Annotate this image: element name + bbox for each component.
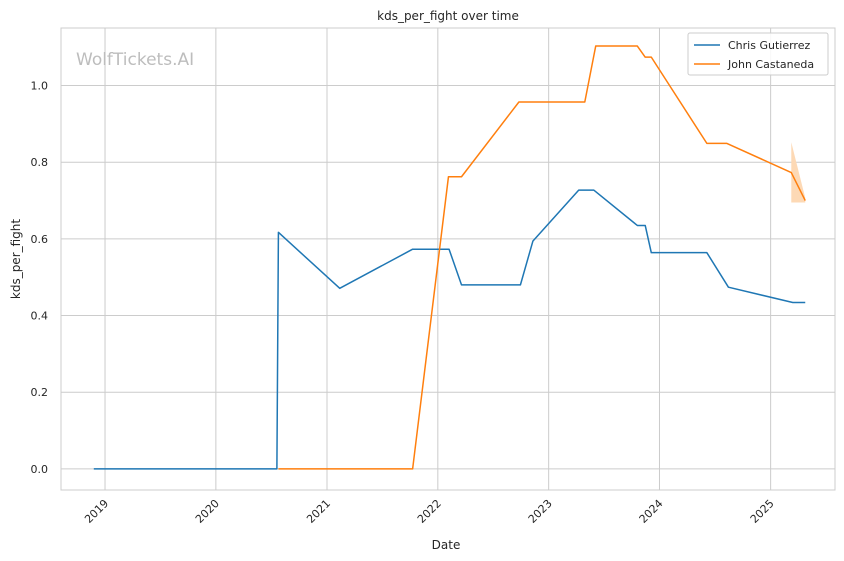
x-tick-label: 2024 [637, 497, 666, 526]
legend-label-john-castaneda: John Castaneda [727, 58, 814, 71]
x-tick-label: 2019 [82, 497, 111, 526]
series-line-chris-gutierrez [93, 189, 806, 470]
y-tick-label: 0.4 [31, 310, 49, 323]
watermark: WolfTickets.AI [76, 50, 194, 70]
legend-box [687, 32, 829, 76]
series-band-john-castaneda [791, 142, 806, 203]
series-layer [93, 45, 806, 470]
y-axis-label: kds_per_fight [9, 219, 23, 300]
y-axis-ticks: 0.0 0.2 0.4 0.6 0.8 1.0 [31, 80, 49, 476]
x-tick-label: 2023 [526, 497, 555, 526]
y-tick-label: 1.0 [31, 80, 49, 93]
legend: Chris Gutierrez John Castaneda [687, 32, 829, 76]
x-tick-label: 2022 [415, 497, 444, 526]
y-tick-label: 0.6 [31, 233, 49, 246]
series-line-john-castaneda [278, 45, 806, 470]
y-tick-label: 0.8 [31, 156, 49, 169]
x-tick-label: 2021 [304, 497, 333, 526]
x-axis-ticks: 2019 2020 2021 2022 2023 2024 2025 [82, 497, 777, 526]
y-tick-label: 0.0 [31, 463, 49, 476]
grid [61, 28, 835, 490]
legend-label-chris-gutierrez: Chris Gutierrez [728, 39, 810, 52]
chart-title: kds_per_fight over time [377, 9, 519, 23]
plot-frame [60, 27, 836, 491]
y-tick-label: 0.2 [31, 386, 49, 399]
x-tick-label: 2020 [193, 497, 222, 526]
x-tick-label: 2025 [748, 497, 777, 526]
x-axis-label: Date [432, 538, 461, 552]
